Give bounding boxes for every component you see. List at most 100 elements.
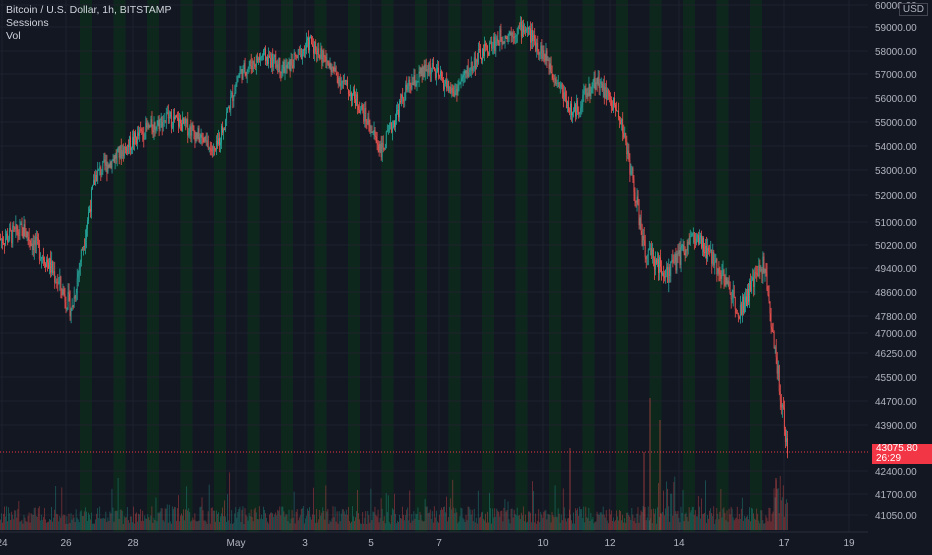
volume-bar — [731, 508, 733, 530]
price-axis[interactable]: 60000.0059000.0058000.0057000.0056000.00… — [875, 1, 917, 522]
volume-indicator-label[interactable]: Vol — [6, 30, 21, 42]
candle-body — [123, 147, 125, 157]
volume-bar — [52, 521, 54, 530]
candle-body — [652, 249, 654, 259]
candle-body — [319, 55, 321, 59]
price-tick-label: 55000.00 — [875, 118, 917, 129]
candle-body — [1, 238, 2, 240]
volume-bar — [125, 516, 127, 530]
candle-body — [595, 82, 597, 90]
candle-body — [347, 89, 349, 94]
candle-body — [252, 61, 254, 70]
volume-bar — [292, 517, 294, 530]
volume-bar — [459, 516, 461, 530]
volume-bar — [522, 506, 524, 530]
candle-body — [78, 267, 80, 274]
volume-bar — [263, 506, 264, 530]
candle-body — [45, 263, 46, 268]
grid-lines — [0, 0, 868, 532]
candle-body — [314, 42, 315, 54]
candle-body — [229, 106, 231, 111]
volume-bar — [129, 516, 131, 530]
currency-label[interactable]: USD — [898, 3, 928, 16]
candle-body — [311, 36, 312, 44]
candle-body — [413, 75, 415, 85]
volume-bar — [662, 511, 663, 530]
candle-body — [583, 90, 585, 95]
volume-bar — [41, 519, 43, 530]
volume-bar — [92, 523, 93, 530]
volume-bar — [560, 514, 562, 530]
candle-body — [33, 240, 35, 251]
volume-bar — [165, 508, 167, 530]
candle-body — [247, 68, 249, 72]
volume-bar — [285, 514, 287, 530]
volume-bar — [269, 514, 270, 530]
price-axis-background[interactable] — [868, 0, 932, 532]
volume-bar — [152, 522, 154, 530]
volume-bar — [734, 518, 736, 530]
volume-bar — [339, 521, 341, 530]
candle-body — [276, 64, 278, 68]
candle-body — [349, 92, 351, 96]
candle-body — [362, 104, 364, 111]
candle-body — [73, 296, 75, 307]
volume-bar — [150, 515, 152, 530]
volume-bar — [382, 520, 384, 530]
time-axis-background[interactable] — [0, 532, 868, 550]
volume-bar — [364, 517, 366, 530]
candle-body — [194, 131, 196, 142]
candle-body — [678, 250, 680, 254]
candle-body — [776, 357, 778, 374]
time-tick-label: 12 — [604, 538, 616, 549]
volume-bar — [245, 514, 247, 530]
volume-bar — [0, 519, 1, 530]
candle-body — [76, 278, 78, 294]
volume-bar — [233, 522, 235, 530]
volume-bar — [357, 489, 358, 530]
candle-body — [110, 162, 112, 169]
candle-body — [460, 80, 462, 84]
volume-bar — [313, 487, 314, 530]
volume-bar — [214, 521, 216, 530]
volume-bar — [654, 508, 656, 530]
volume-bar — [771, 513, 773, 530]
volume-bar — [120, 509, 122, 530]
candle-body — [270, 57, 271, 68]
volume-bar — [323, 510, 325, 530]
volume-bar — [148, 517, 150, 530]
volume-bar — [680, 506, 682, 530]
candle-body — [27, 231, 29, 238]
symbol-title[interactable]: Bitcoin / U.S. Dollar, 1h, BITSTAMP — [6, 4, 172, 16]
candle-body — [343, 80, 345, 83]
candle-body — [4, 243, 5, 245]
candle-body — [654, 259, 656, 270]
candle-body — [536, 43, 538, 51]
volume-bar — [528, 511, 529, 530]
candle-body — [770, 313, 772, 328]
candle-body — [289, 60, 291, 72]
time-axis[interactable]: 242628May3571012141719 — [0, 538, 855, 549]
volume-bar — [424, 498, 426, 530]
volume-bar — [538, 509, 540, 530]
volume-bar — [717, 513, 719, 530]
volume-bar — [697, 496, 699, 530]
price-tick-label: 44700.00 — [875, 397, 917, 408]
volume-bar — [392, 509, 394, 530]
volume-bar — [702, 514, 703, 530]
volume-bar — [540, 511, 542, 530]
volume-bar — [518, 514, 520, 530]
candle-body — [226, 112, 227, 121]
volume-bar — [308, 510, 309, 530]
candle-body — [111, 159, 113, 169]
volume-bar — [584, 522, 586, 530]
volume-bar — [10, 519, 12, 530]
candle-body — [739, 304, 741, 319]
sessions-indicator-label[interactable]: Sessions — [6, 17, 49, 29]
candle-body — [415, 85, 417, 87]
candle-body — [706, 245, 707, 259]
volume-bar — [462, 517, 464, 530]
volume-bar — [88, 512, 89, 530]
